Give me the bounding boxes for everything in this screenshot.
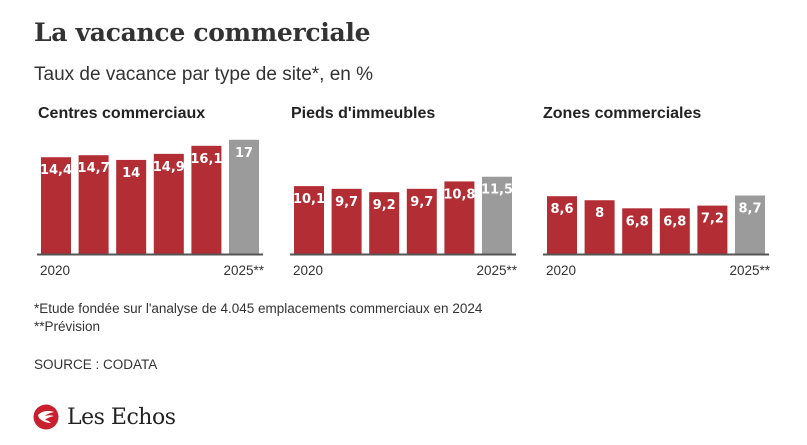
- x-tick-label-end: 2025**: [223, 263, 264, 278]
- bar-2024: [697, 205, 728, 254]
- bar-2024: [444, 181, 475, 254]
- les-echos-logo-icon: [33, 404, 59, 430]
- bar-2023: [406, 188, 437, 254]
- chart-title: La vacance commerciale: [34, 18, 371, 47]
- x-tick-label-start: 2020: [546, 263, 576, 278]
- bar-value-label: 9,7: [335, 195, 358, 210]
- bar-2024: [191, 145, 222, 254]
- footnote-forecast: **Prévision: [34, 319, 101, 334]
- bar-value-label: 14,7: [78, 161, 110, 176]
- bar-2022: [369, 192, 400, 254]
- x-tick-label-start: 2020: [40, 263, 70, 278]
- bar-value-label: 8: [595, 206, 604, 221]
- bar-value-label: 16,1: [190, 152, 222, 167]
- bar-2022: [622, 208, 653, 254]
- panel-title-pieds: Pieds d'immeubles: [291, 105, 436, 122]
- bar-value-label: 9,2: [373, 198, 396, 213]
- bar-value-label: 14: [122, 166, 140, 181]
- bar-2023: [659, 208, 690, 254]
- bar-value-label: 17: [235, 146, 253, 161]
- bar-value-label: 10,1: [293, 192, 325, 207]
- bar-value-label: 8,7: [738, 202, 761, 217]
- les-echos-logo: Les Echos: [33, 404, 176, 430]
- bar-2025: [229, 139, 259, 254]
- bar-value-label: 11,5: [481, 183, 513, 198]
- bar-value-label: 7,2: [701, 212, 724, 227]
- bar-value-label: 6,8: [626, 214, 649, 229]
- bar-2021: [584, 200, 615, 254]
- x-tick-label-start: 2020: [293, 263, 323, 278]
- bar-2022: [116, 159, 147, 254]
- bar-2025: [735, 195, 765, 254]
- bar-2023: [153, 153, 184, 254]
- bar-2021: [78, 155, 109, 254]
- bar-value-label: 6,8: [663, 214, 686, 229]
- x-tick-label-end: 2025**: [476, 263, 517, 278]
- bar-value-label: 14,4: [40, 163, 72, 178]
- x-tick-label-end: 2025**: [729, 263, 770, 278]
- bar-value-label: 9,7: [410, 195, 433, 210]
- panel-title-zones: Zones commerciales: [543, 105, 702, 122]
- bar-2020: [41, 157, 71, 254]
- bar-2020: [294, 186, 324, 254]
- bar-value-label: 14,9: [153, 160, 185, 175]
- bar-2021: [331, 188, 362, 254]
- source-note: SOURCE : CODATA: [34, 357, 158, 372]
- bar-value-label: 10,8: [443, 187, 475, 202]
- brand-name: Les Echos: [67, 404, 176, 430]
- chart-subtitle: Taux de vacance par type de site*, en %: [34, 64, 374, 85]
- bar-value-label: 8,6: [550, 202, 573, 217]
- panel-title-centres: Centres commerciaux: [38, 105, 206, 122]
- footnote-study: *Etude fondée sur l'analyse de 4.045 emp…: [34, 301, 483, 316]
- bar-2025: [482, 176, 512, 254]
- bar-2020: [547, 196, 577, 254]
